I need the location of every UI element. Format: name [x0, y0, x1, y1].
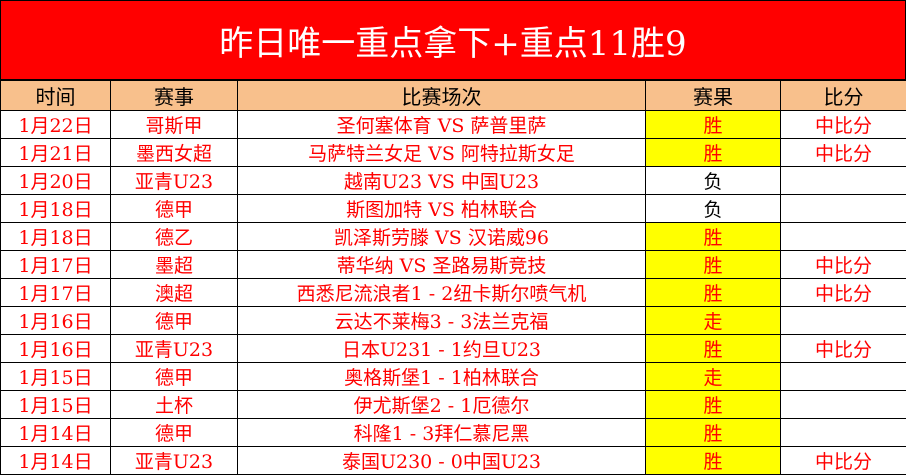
match-cell: 奥格斯堡1 - 1柏林联合 [238, 363, 646, 391]
score-cell [781, 223, 906, 251]
league-cell: 亚青U23 [111, 447, 238, 475]
date-cell: 1月18日 [1, 195, 111, 223]
date-cell: 1月17日 [1, 251, 111, 279]
match-cell: 科隆1 - 3拜仁慕尼黑 [238, 419, 646, 447]
result-cell: 胜 [646, 223, 781, 251]
date-cell: 1月17日 [1, 279, 111, 307]
table-row: 1月21日墨西女超马萨特兰女足 VS 阿特拉斯女足胜中比分 [1, 139, 906, 167]
score-cell: 中比分 [781, 251, 906, 279]
date-cell: 1月22日 [1, 111, 111, 139]
date-cell: 1月14日 [1, 419, 111, 447]
league-cell: 墨西女超 [111, 139, 238, 167]
header-match: 比赛场次 [238, 81, 646, 111]
match-cell: 云达不莱梅3 - 3法兰克福 [238, 307, 646, 335]
league-cell: 德甲 [111, 307, 238, 335]
match-cell: 伊尤斯堡2 - 1厄德尔 [238, 391, 646, 419]
result-cell: 负 [646, 195, 781, 223]
result-cell: 胜 [646, 447, 781, 475]
header-result: 赛果 [646, 81, 781, 111]
result-cell: 走 [646, 307, 781, 335]
table-row: 1月15日德甲奥格斯堡1 - 1柏林联合走 [1, 363, 906, 391]
score-cell [781, 419, 906, 447]
table-row: 1月16日德甲云达不莱梅3 - 3法兰克福走 [1, 307, 906, 335]
match-cell: 凯泽斯劳滕 VS 汉诺威96 [238, 223, 646, 251]
league-cell: 亚青U23 [111, 335, 238, 363]
score-cell [781, 195, 906, 223]
result-cell: 胜 [646, 279, 781, 307]
match-cell: 日本U231 - 1约旦U23 [238, 335, 646, 363]
score-cell [781, 363, 906, 391]
result-cell: 胜 [646, 419, 781, 447]
score-cell [781, 167, 906, 195]
result-cell: 胜 [646, 111, 781, 139]
match-cell: 蒂华纳 VS 圣路易斯竞技 [238, 251, 646, 279]
score-cell: 中比分 [781, 139, 906, 167]
score-cell: 中比分 [781, 447, 906, 475]
league-cell: 土杯 [111, 391, 238, 419]
league-cell: 德甲 [111, 419, 238, 447]
score-cell [781, 391, 906, 419]
result-cell: 胜 [646, 139, 781, 167]
date-cell: 1月15日 [1, 391, 111, 419]
results-table: 时间 赛事 比赛场次 赛果 比分 1月22日哥斯甲圣何塞体育 VS 萨普里萨胜中… [0, 80, 906, 475]
result-cell: 胜 [646, 391, 781, 419]
league-cell: 墨超 [111, 251, 238, 279]
league-cell: 德甲 [111, 363, 238, 391]
match-cell: 越南U23 VS 中国U23 [238, 167, 646, 195]
result-cell: 走 [646, 363, 781, 391]
league-cell: 澳超 [111, 279, 238, 307]
date-cell: 1月18日 [1, 223, 111, 251]
table-row: 1月22日哥斯甲圣何塞体育 VS 萨普里萨胜中比分 [1, 111, 906, 139]
header-league: 赛事 [111, 81, 238, 111]
match-cell: 斯图加特 VS 柏林联合 [238, 195, 646, 223]
result-cell: 负 [646, 167, 781, 195]
league-cell: 亚青U23 [111, 167, 238, 195]
date-cell: 1月16日 [1, 307, 111, 335]
match-cell: 西悉尼流浪者1 - 2纽卡斯尔喷气机 [238, 279, 646, 307]
league-cell: 德乙 [111, 223, 238, 251]
match-cell: 圣何塞体育 VS 萨普里萨 [238, 111, 646, 139]
date-cell: 1月15日 [1, 363, 111, 391]
header-score: 比分 [781, 81, 906, 111]
date-cell: 1月16日 [1, 335, 111, 363]
table-header: 时间 赛事 比赛场次 赛果 比分 [1, 81, 906, 111]
table-row: 1月14日德甲科隆1 - 3拜仁慕尼黑胜 [1, 419, 906, 447]
score-cell [781, 307, 906, 335]
table-row: 1月15日土杯伊尤斯堡2 - 1厄德尔胜 [1, 391, 906, 419]
date-cell: 1月20日 [1, 167, 111, 195]
result-cell: 胜 [646, 251, 781, 279]
table-row: 1月17日澳超西悉尼流浪者1 - 2纽卡斯尔喷气机胜中比分 [1, 279, 906, 307]
match-cell: 马萨特兰女足 VS 阿特拉斯女足 [238, 139, 646, 167]
table-row: 1月18日德甲斯图加特 VS 柏林联合负 [1, 195, 906, 223]
result-cell: 胜 [646, 335, 781, 363]
header-time: 时间 [1, 81, 111, 111]
league-cell: 德甲 [111, 195, 238, 223]
table-row: 1月17日墨超蒂华纳 VS 圣路易斯竞技胜中比分 [1, 251, 906, 279]
date-cell: 1月14日 [1, 447, 111, 475]
match-cell: 泰国U230 - 0中国U23 [238, 447, 646, 475]
score-cell: 中比分 [781, 111, 906, 139]
league-cell: 哥斯甲 [111, 111, 238, 139]
page-title: 昨日唯一重点拿下+重点11胜9 [0, 0, 906, 80]
date-cell: 1月21日 [1, 139, 111, 167]
score-cell: 中比分 [781, 279, 906, 307]
score-cell: 中比分 [781, 335, 906, 363]
